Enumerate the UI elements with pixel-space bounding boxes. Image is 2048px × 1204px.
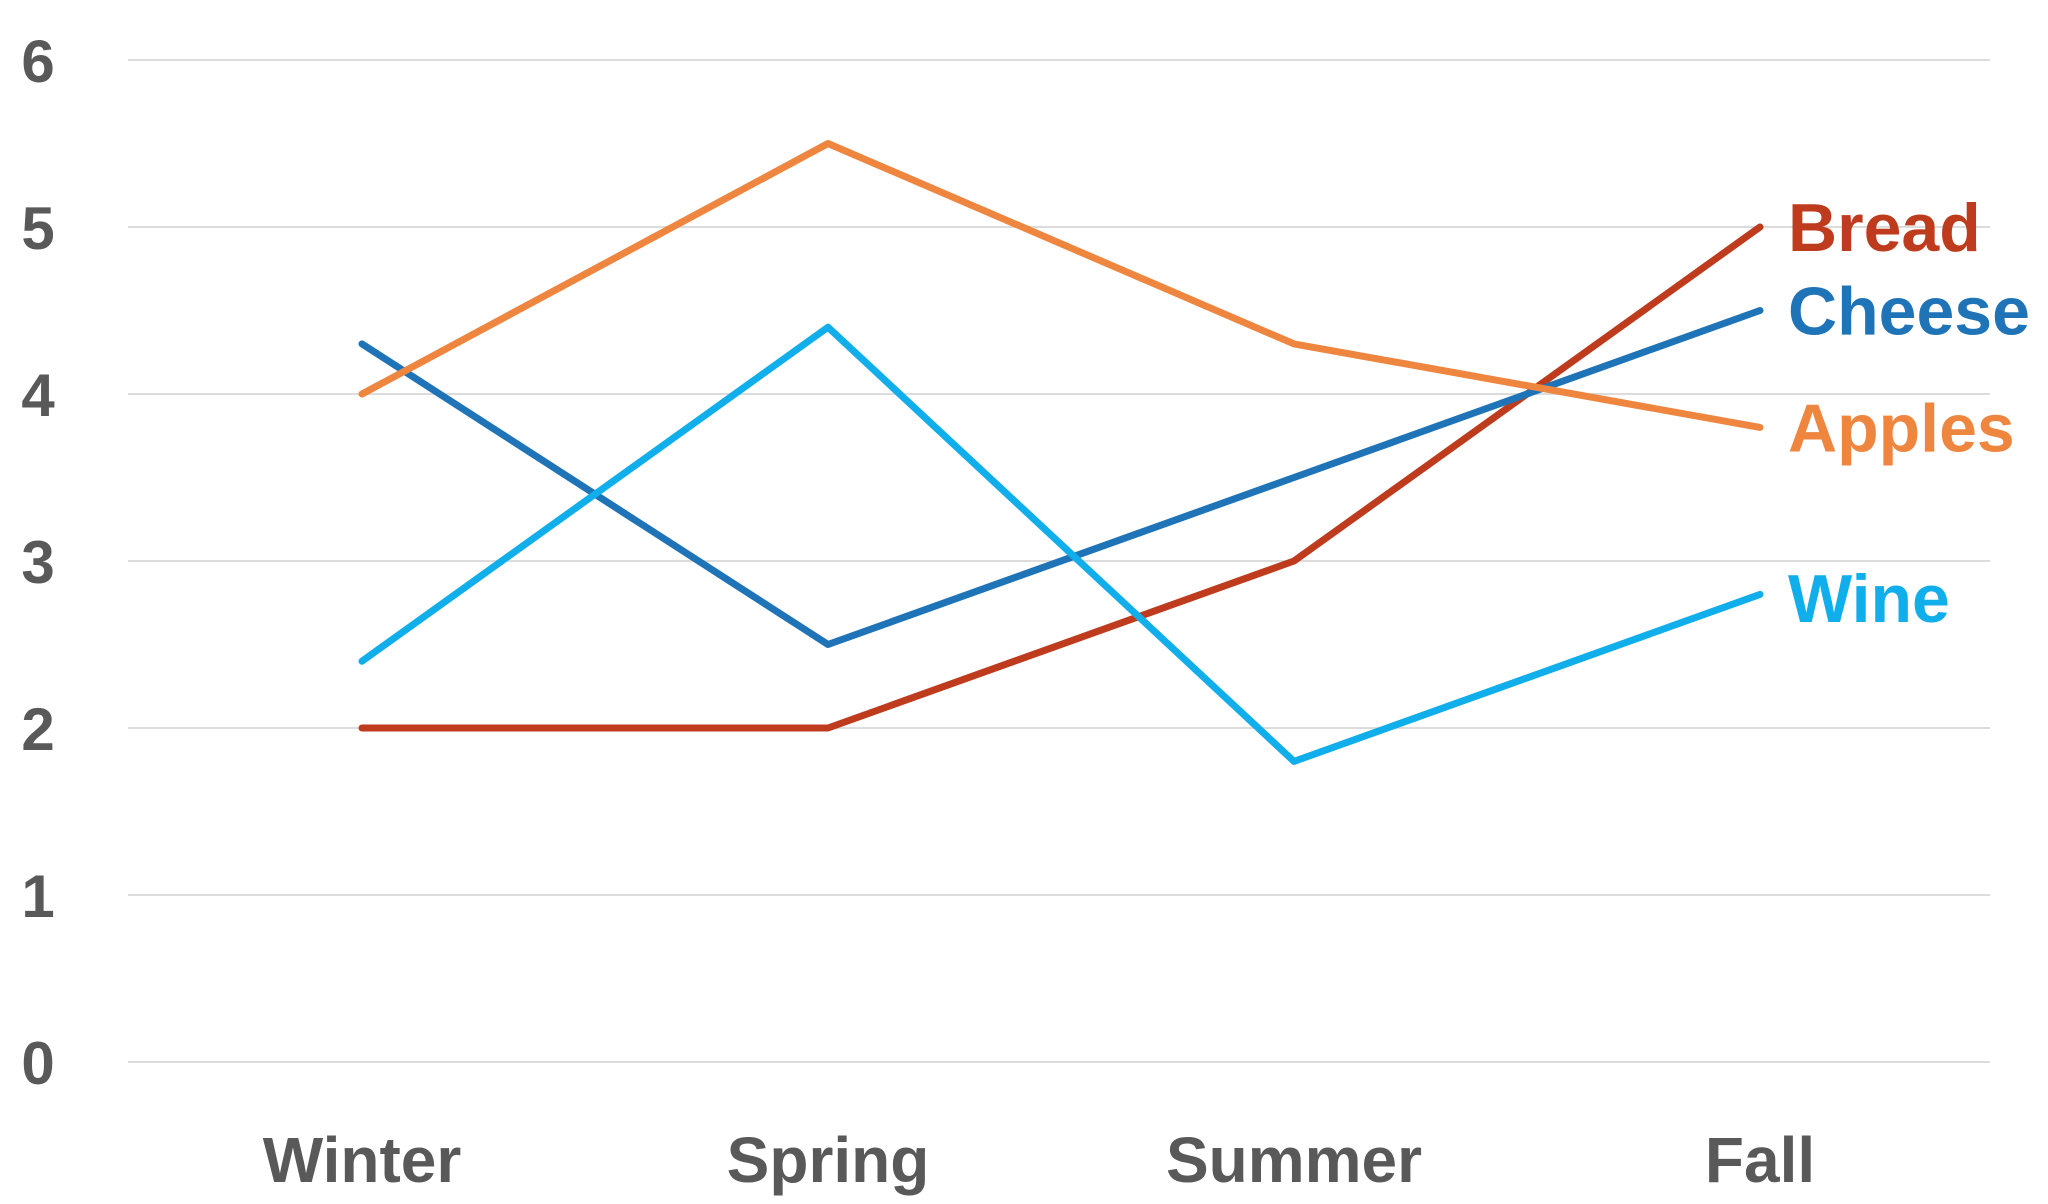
series-line-wine xyxy=(358,323,1764,765)
series-line-apples xyxy=(358,140,1764,431)
y-tick-label-6: 6 xyxy=(21,28,54,95)
x-tick-label-fall: Fall xyxy=(1705,1124,1815,1196)
series-layer xyxy=(358,140,1764,765)
series-labels: Bread Cheese Apples Wine xyxy=(1788,190,2030,637)
y-tick-label-2: 2 xyxy=(21,696,54,763)
y-tick-label-0: 0 xyxy=(21,1030,54,1097)
series-line-cheese xyxy=(358,307,1764,648)
series-label-wine: Wine xyxy=(1788,561,1950,637)
x-axis-ticks: Winter Spring Summer Fall xyxy=(263,1124,1815,1196)
x-tick-label-summer: Summer xyxy=(1166,1124,1422,1196)
series-label-apples: Apples xyxy=(1788,390,2015,466)
y-tick-label-4: 4 xyxy=(21,362,55,429)
x-tick-label-spring: Spring xyxy=(727,1124,930,1196)
series-label-cheese: Cheese xyxy=(1788,274,2030,350)
y-tick-label-3: 3 xyxy=(21,529,54,596)
x-tick-label-winter: Winter xyxy=(263,1124,462,1196)
y-axis-ticks: 0 1 2 3 4 5 6 xyxy=(21,28,55,1097)
y-tick-label-1: 1 xyxy=(21,863,54,930)
y-tick-label-5: 5 xyxy=(21,195,54,262)
series-label-bread: Bread xyxy=(1788,190,1981,266)
